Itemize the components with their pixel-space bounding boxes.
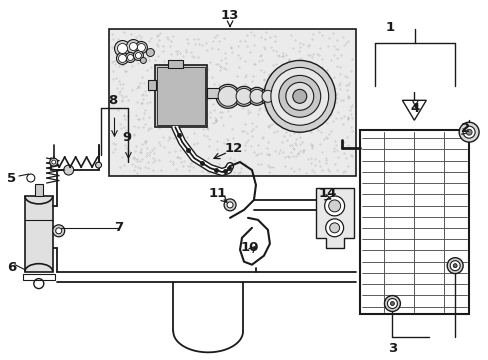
Circle shape <box>389 302 394 306</box>
Circle shape <box>447 258 462 274</box>
Circle shape <box>114 41 130 57</box>
Text: 14: 14 <box>318 188 336 201</box>
Circle shape <box>135 41 147 54</box>
Circle shape <box>133 50 143 60</box>
Circle shape <box>324 196 344 216</box>
Bar <box>155 66 207 127</box>
Circle shape <box>127 54 133 60</box>
Text: 7: 7 <box>114 221 123 234</box>
Circle shape <box>126 40 140 54</box>
Circle shape <box>449 261 459 271</box>
Circle shape <box>118 54 126 62</box>
Circle shape <box>216 84 240 108</box>
Text: 9: 9 <box>122 131 131 144</box>
Circle shape <box>270 89 285 103</box>
Bar <box>25 196 53 272</box>
Circle shape <box>226 202 233 208</box>
Bar <box>157 67 205 125</box>
Circle shape <box>247 87 265 105</box>
Circle shape <box>292 89 306 103</box>
Circle shape <box>146 49 154 57</box>
Circle shape <box>135 53 141 58</box>
Circle shape <box>465 129 471 135</box>
Text: 12: 12 <box>224 141 243 155</box>
Circle shape <box>56 228 61 234</box>
Circle shape <box>63 165 74 175</box>
Text: 5: 5 <box>7 171 17 185</box>
Bar <box>207 88 219 98</box>
Circle shape <box>452 264 456 268</box>
Circle shape <box>52 160 56 164</box>
Circle shape <box>224 199 236 211</box>
Circle shape <box>270 67 328 125</box>
Circle shape <box>278 75 320 117</box>
Text: 10: 10 <box>240 241 259 254</box>
Text: 2: 2 <box>460 122 469 135</box>
Circle shape <box>264 60 335 132</box>
Circle shape <box>116 53 128 64</box>
Circle shape <box>53 225 64 237</box>
Circle shape <box>234 86 253 106</box>
Text: 3: 3 <box>387 342 396 355</box>
Circle shape <box>272 91 282 101</box>
Circle shape <box>95 162 102 168</box>
Circle shape <box>218 86 238 106</box>
Circle shape <box>325 219 343 237</box>
Circle shape <box>262 90 273 102</box>
Bar <box>23 274 55 280</box>
Text: 13: 13 <box>221 9 239 22</box>
Text: 11: 11 <box>208 188 227 201</box>
Circle shape <box>285 82 313 110</box>
Circle shape <box>117 44 127 54</box>
Circle shape <box>386 298 397 309</box>
Text: 8: 8 <box>108 94 117 107</box>
Circle shape <box>125 53 135 62</box>
Bar <box>148 80 156 90</box>
Bar <box>35 184 42 196</box>
Circle shape <box>458 122 478 142</box>
Polygon shape <box>315 188 353 248</box>
Circle shape <box>260 88 275 104</box>
Circle shape <box>384 296 400 311</box>
Circle shape <box>328 200 340 212</box>
Text: 6: 6 <box>7 261 17 274</box>
Text: 4: 4 <box>410 102 419 115</box>
Bar <box>359 130 468 315</box>
Circle shape <box>236 88 251 104</box>
Bar <box>168 60 183 68</box>
Circle shape <box>249 89 264 103</box>
Circle shape <box>50 158 58 166</box>
Circle shape <box>137 44 145 51</box>
Circle shape <box>329 223 339 233</box>
Text: 1: 1 <box>385 21 394 34</box>
Circle shape <box>140 58 146 63</box>
Bar <box>108 28 355 176</box>
Circle shape <box>129 42 137 50</box>
Circle shape <box>462 126 474 138</box>
